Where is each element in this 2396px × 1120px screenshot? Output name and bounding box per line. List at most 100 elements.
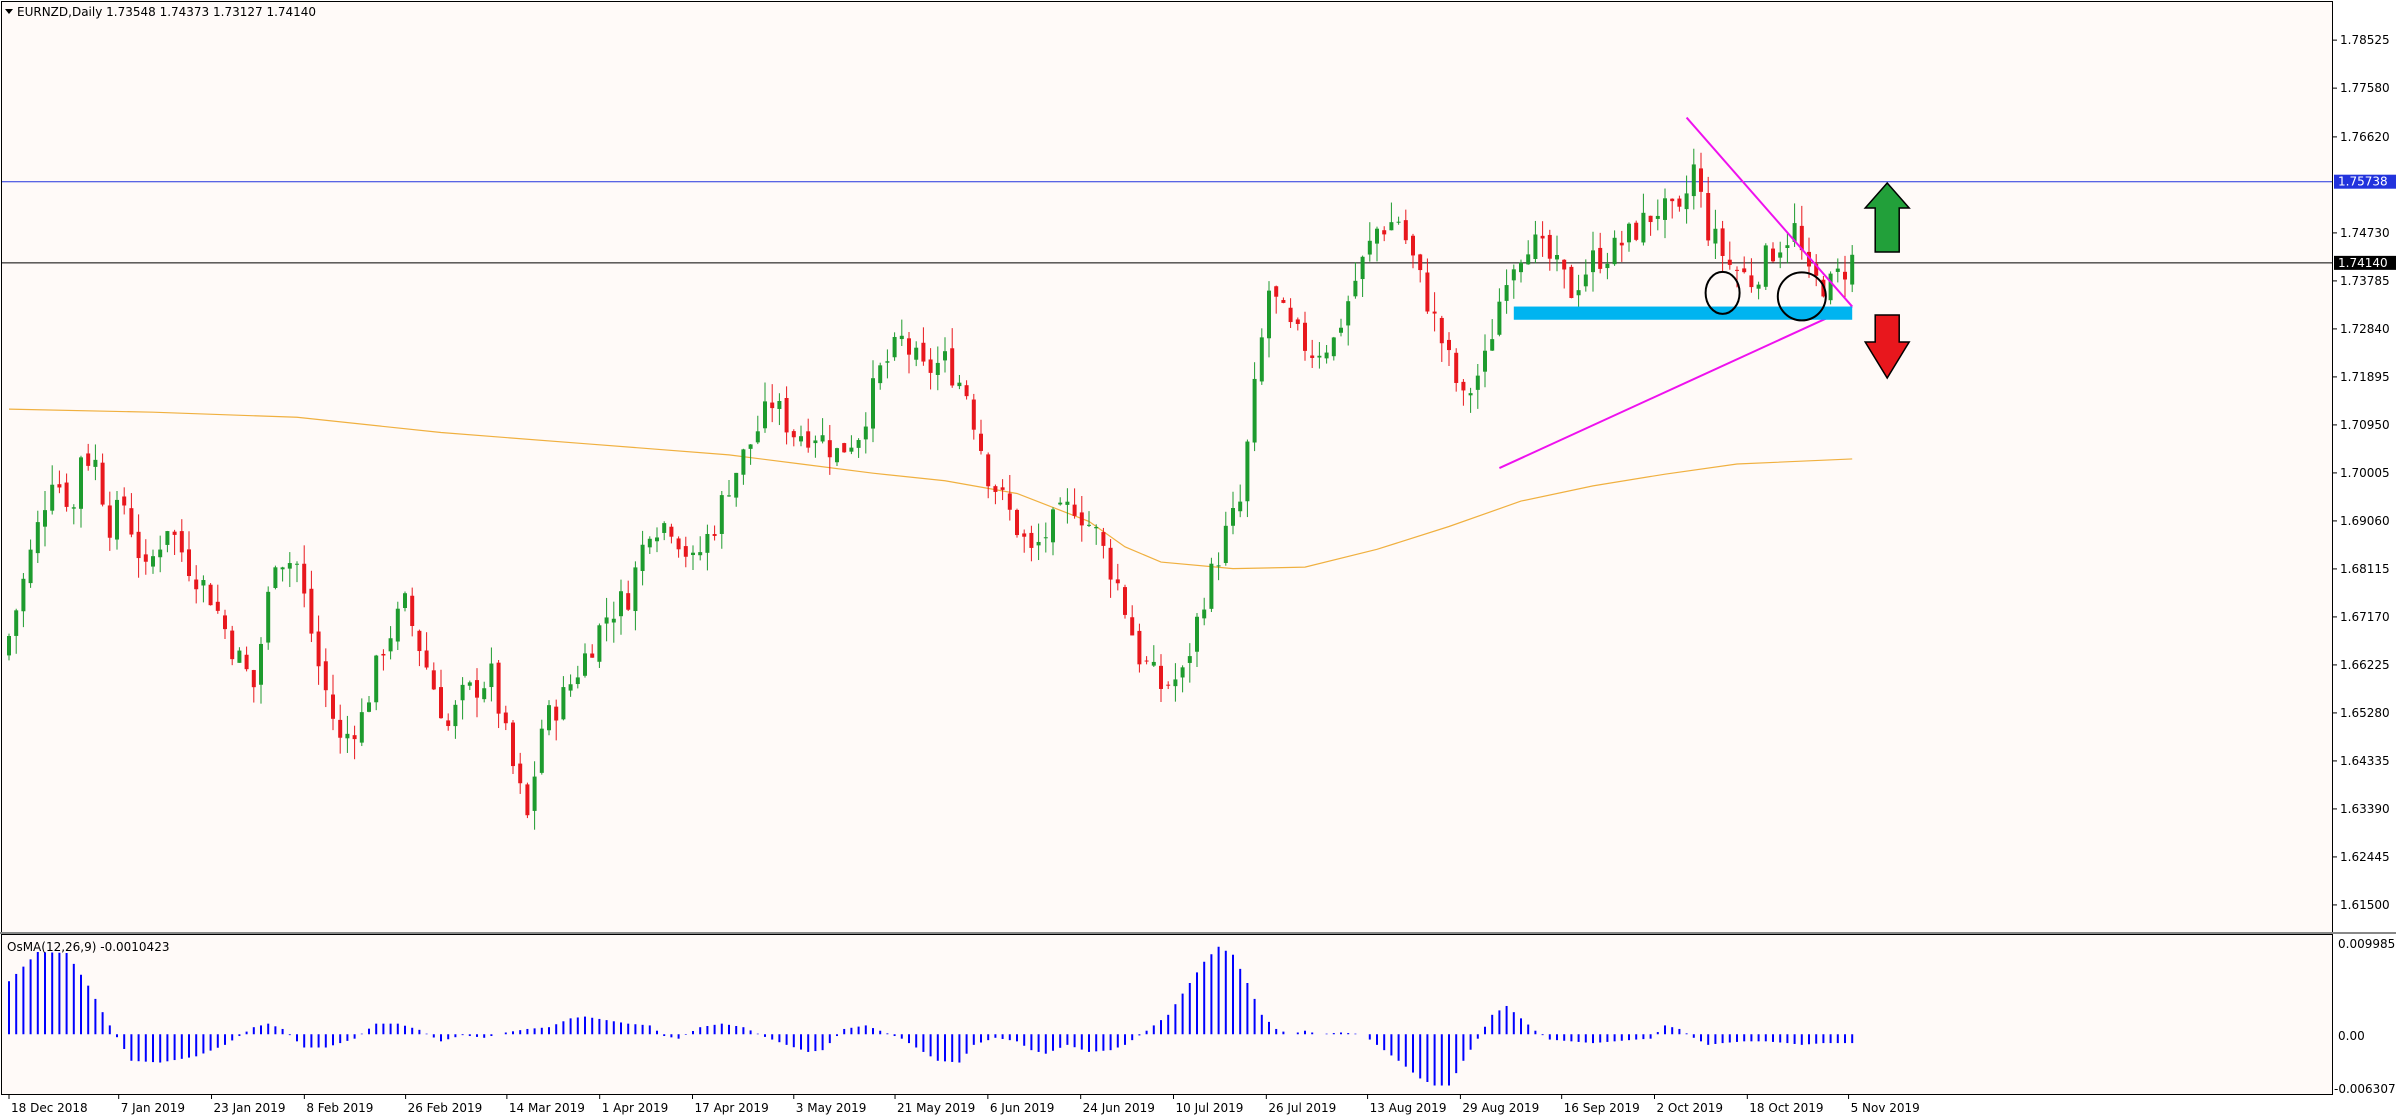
candle-body (878, 365, 883, 384)
candle-body (439, 687, 443, 719)
candle-body (115, 499, 119, 540)
candle-body (799, 436, 803, 442)
candle-body (1483, 350, 1487, 372)
candle-body (460, 684, 465, 701)
candle-body (287, 563, 292, 569)
candle-body (503, 712, 508, 724)
time-tick-label: 24 Jun 2019 (1083, 1101, 1155, 1115)
candlestick-series (7, 148, 1855, 830)
time-tick-label: 18 Oct 2019 (1749, 1101, 1823, 1115)
candle-body (1439, 317, 1444, 344)
time-tick-label: 6 Jun 2019 (990, 1101, 1055, 1115)
candle-body (863, 426, 868, 440)
osma-label: OsMA(12,26,9) -0.0010423 (7, 940, 169, 954)
price-tick-label: 1.62445 (2340, 850, 2390, 864)
candle-body (1130, 617, 1135, 636)
candle-body (158, 549, 163, 558)
osma-tick-bottom: -0.0063072 (2334, 1082, 2396, 1096)
price-tick-label: 1.66225 (2340, 658, 2390, 672)
candle-body (151, 556, 155, 567)
price-tag-level: 1.75738 (2334, 174, 2396, 189)
candle-body (1598, 247, 1603, 269)
candle-body (1612, 237, 1617, 265)
candle-body (640, 544, 645, 572)
candle-body (1317, 355, 1322, 358)
osma-pane[interactable] (8, 946, 1854, 1086)
candle-body (835, 448, 839, 463)
candle-body (1583, 274, 1588, 287)
candle-body (971, 399, 976, 430)
price-tag-level-bg (2334, 174, 2396, 189)
candle-body (691, 552, 695, 556)
candle-body (575, 677, 580, 685)
candle-body (1367, 240, 1372, 255)
candle-body (323, 661, 328, 691)
candle-body (827, 440, 832, 458)
trendline-drawings[interactable] (1498, 116, 1911, 469)
candle-body (259, 643, 263, 685)
candle-body (489, 663, 494, 688)
candle-body (957, 382, 962, 387)
price-tick-label: 1.63390 (2340, 802, 2390, 816)
candle-body (1180, 667, 1185, 678)
candle-body (446, 720, 451, 727)
candle-body (590, 653, 595, 658)
time-tick-label: 13 Aug 2019 (1370, 1101, 1447, 1115)
time-axis[interactable]: 18 Dec 2018 7 Jan 2019 23 Jan 2019 8 Feb 20… (8, 1094, 1920, 1115)
osma-histogram (8, 946, 1854, 1086)
main-pane[interactable] (2, 116, 2332, 830)
candle-body (338, 719, 343, 738)
candle-body (93, 459, 98, 467)
candle-body (1339, 327, 1343, 333)
symbol-title[interactable]: EURNZD,Daily 1.73548 1.74373 1.73127 1.7… (5, 5, 316, 19)
candle-body (1403, 220, 1408, 241)
osma-pane-frame (1, 934, 2333, 1095)
price-axis[interactable]: 1.78525 1.77580 1.76620 1.74730 1.73785 1.728… (2332, 33, 2390, 912)
support-zone (1513, 306, 1853, 320)
candle-body (755, 431, 760, 443)
candle-body (1159, 665, 1163, 689)
candle-body (1461, 381, 1466, 391)
candle-body (1353, 280, 1358, 297)
candle-body (237, 650, 242, 663)
horizontal-levels[interactable] (2, 181, 2332, 264)
candle-body (79, 457, 83, 509)
candle-body (1115, 579, 1120, 584)
osma-tick-zero: 0.00 (2338, 1029, 2365, 1043)
candle-body (1375, 228, 1379, 244)
candle-body (1267, 290, 1271, 339)
candle-body (475, 680, 479, 698)
candle-body (1051, 509, 1055, 543)
candle-body (352, 735, 357, 740)
candle-body (331, 694, 335, 719)
candle-body (1029, 532, 1034, 548)
candle-body (1691, 164, 1696, 197)
candle-body (1288, 307, 1293, 323)
candle-body (208, 584, 213, 606)
candle-body (1490, 339, 1495, 351)
candle-body (1648, 215, 1653, 223)
candle-body (1043, 537, 1048, 539)
time-tick-label: 3 May 2019 (796, 1101, 867, 1115)
candle-body (345, 733, 350, 739)
candle-body (1432, 311, 1437, 314)
candle-body (662, 523, 667, 533)
price-tick-label: 1.70005 (2340, 466, 2390, 480)
candle-body (21, 578, 26, 612)
osma-axis: 0.0099858 0.00 -0.0063072 (2334, 937, 2396, 1096)
dropdown-triangle-icon[interactable] (5, 9, 13, 14)
candle-body (619, 591, 623, 617)
candle-body (1447, 339, 1451, 351)
price-tick-label: 1.64335 (2340, 754, 2390, 768)
candle-body (1641, 212, 1646, 243)
candle-body (525, 784, 530, 816)
candle-body (1727, 259, 1732, 265)
candle-body (28, 549, 33, 584)
candle-body (1022, 533, 1027, 537)
candle-body (1663, 198, 1667, 220)
candle-body (1295, 319, 1300, 324)
candle-body (359, 712, 364, 743)
candle-body (7, 635, 11, 656)
candle-body (1151, 661, 1156, 666)
candle-body (561, 687, 566, 720)
